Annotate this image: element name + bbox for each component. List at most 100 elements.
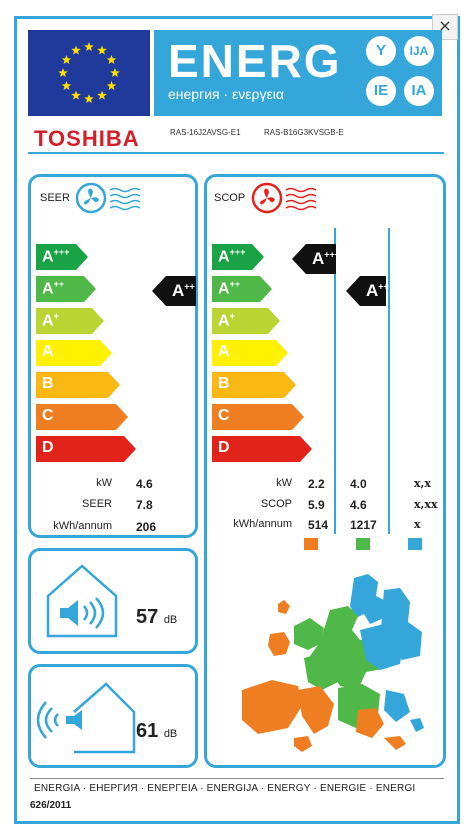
cooling-rating-sup: ++ [184,281,195,292]
eu-star [110,68,120,77]
outdoor-noise-value: 61 dB [136,720,177,743]
suffix-y: Y [366,36,396,66]
cooling-class-arrow: C [36,404,128,430]
outdoor-speaker-icon [36,678,136,761]
heating-class-arrow: A+ [212,308,280,334]
cooling-class-label: A+ [42,311,59,330]
heating-rating-sup: +++ [324,249,341,260]
heating-value-warmer: 2.2 [308,477,325,491]
cooling-class-label: C [42,407,54,424]
heating-value-colder: x,x [414,477,431,490]
cooling-class-arrow: B [36,372,120,398]
heating-column-divider [388,228,390,534]
heating-class-label: A+++ [218,247,246,266]
indoor-speaker-icon [44,562,122,645]
eu-flag-icon [28,30,150,116]
header-divider [28,152,444,154]
heating-value-colder: x [414,518,421,531]
eu-star [61,81,72,90]
outdoor-noise-unit: dB [163,728,178,740]
cooling-rating-letter: A [172,281,185,300]
energy-band: ENERG енергия · ενεργεια Y IJA IE IA [154,30,442,116]
eu-star [84,42,94,51]
climate-swatch-average [356,538,370,550]
cooling-row-label: kW [96,477,112,489]
cooling-row-value: 4.6 [136,477,153,491]
cooling-class-label: A+++ [42,247,70,266]
eu-star [61,55,72,64]
climate-swatch-colder [408,538,422,550]
heating-rating-badge-warmer: A+++ [292,244,340,274]
heating-rating-badge-average: A++ [346,276,389,306]
heating-value-colder: x,xx [414,498,438,511]
eu-star [58,68,68,77]
cooling-class-arrow: A [36,340,112,366]
heating-column-divider [334,228,336,534]
cooling-rating-badge: A++ [152,276,196,306]
heating-row-label: kWh/annum [233,518,292,530]
cooling-class-arrow: D [36,436,136,462]
heating-class-label: A++ [218,279,241,298]
model-indoor: RAS-16J2AVSG-E1 [170,128,241,137]
cooling-class-label: B [42,375,54,392]
heating-class-arrow: D [212,436,312,462]
eu-star [106,55,117,64]
heating-class-arrow: A+++ [212,244,264,270]
cooling-class-label: D [42,439,54,456]
heating-value-average: 1217 [350,518,377,532]
heating-rating-sup: ++ [378,281,389,292]
energy-subtitle: енергия · ενεργεια [168,86,284,102]
heating-fan-icon [250,180,330,221]
footer-divider [30,778,444,779]
brand-logo: TOSHIBA [34,126,140,151]
cooling-class-arrow: A+++ [36,244,88,270]
heating-value-average: 4.0 [350,477,367,491]
heating-class-label: D [218,439,230,456]
heating-row-label: kW [276,477,292,489]
eu-star [71,45,81,55]
outdoor-noise-panel [28,664,198,768]
indoor-noise-number: 57 [136,606,159,628]
footer-languages: ENERGIA · ЕНЕРГИЯ · ΕΝΕΡΓΕΙΑ · ENERGIJA … [34,783,416,794]
heating-class-label: C [218,407,230,424]
suffix-ija: IJA [404,36,434,66]
eu-star [97,90,107,100]
europe-climate-map [234,570,434,765]
heating-rating-letter: A [366,281,379,300]
heating-rating-letter: A [312,249,325,268]
cooling-fan-icon [74,180,144,221]
regulation-number: 626/2011 [30,800,72,811]
heating-class-arrow: A [212,340,288,366]
label-header: ENERG енергия · ενεργεια Y IJA IE IA [28,30,442,116]
heating-class-arrow: C [212,404,304,430]
eu-star [71,90,81,100]
heating-row-label: SCOP [260,498,292,510]
cooling-row-label: SEER [82,498,112,510]
heating-class-label: A+ [218,311,235,330]
cooling-row-value: 7.8 [136,498,153,512]
model-outdoor: RAS-B16G3KVSGB-E [264,128,344,137]
heating-class-arrow: B [212,372,296,398]
cooling-class-label: A++ [42,279,65,298]
heating-class-arrow: A++ [212,276,272,302]
cooling-class-arrow: A+ [36,308,104,334]
cooling-title: SEER [40,192,70,204]
energy-title: ENERG [168,35,342,87]
suffix-ia: IA [404,76,434,106]
climate-swatch-warmer [304,538,318,550]
heating-value-warmer: 514 [308,518,329,532]
eu-star [106,81,117,90]
eu-star [84,94,94,103]
outdoor-noise-number: 61 [136,720,159,742]
cooling-class-arrow: A++ [36,276,96,302]
heating-value-average: 4.6 [350,498,367,512]
heating-class-label: B [218,375,230,392]
heating-class-label: A [218,343,230,360]
eu-star [97,45,107,55]
indoor-noise-value: 57 dB [136,606,177,629]
cooling-row-label: kWh/annum [53,520,112,532]
heating-value-warmer: 5.9 [308,498,325,512]
indoor-noise-unit: dB [163,614,178,626]
cooling-row-value: 206 [136,520,157,534]
cooling-panel [28,174,198,538]
